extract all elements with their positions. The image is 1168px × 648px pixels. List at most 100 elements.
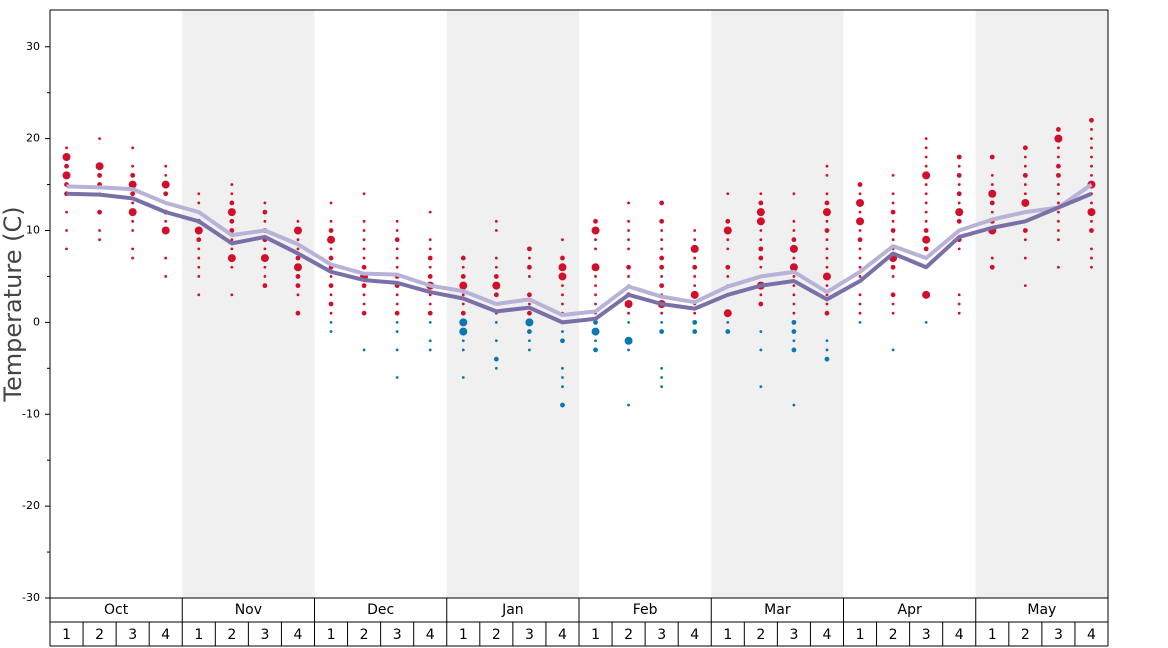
observation-dot bbox=[593, 319, 598, 325]
observation-dot bbox=[1057, 210, 1060, 214]
observation-dot bbox=[924, 146, 928, 150]
observation-dot bbox=[858, 265, 862, 269]
observation-dot bbox=[924, 219, 928, 223]
observation-dot bbox=[229, 218, 235, 224]
observation-dot bbox=[591, 263, 600, 272]
observation-dot bbox=[427, 255, 433, 261]
observation-dot bbox=[164, 219, 168, 223]
observation-dot bbox=[660, 320, 664, 324]
week-label: 2 bbox=[889, 627, 898, 643]
observation-dot bbox=[957, 201, 961, 205]
observation-dot bbox=[726, 247, 730, 251]
observation-dot bbox=[922, 235, 931, 244]
observation-dot bbox=[1022, 228, 1028, 233]
observation-dot bbox=[990, 173, 994, 177]
observation-dot bbox=[660, 229, 664, 232]
observation-dot bbox=[692, 329, 698, 334]
observation-dot bbox=[428, 302, 432, 306]
observation-dot bbox=[792, 284, 796, 288]
month-label: Nov bbox=[235, 602, 262, 618]
observation-dot bbox=[131, 247, 135, 251]
observation-dot bbox=[164, 256, 168, 260]
observation-dot bbox=[825, 265, 829, 269]
observation-dot bbox=[825, 219, 829, 223]
observation-dot bbox=[759, 385, 763, 389]
observation-dot bbox=[1089, 228, 1094, 233]
observation-dot bbox=[825, 247, 829, 251]
observation-dot bbox=[725, 218, 731, 224]
week-label: 3 bbox=[260, 627, 269, 643]
observation-dot bbox=[857, 182, 863, 187]
observation-dot bbox=[561, 302, 564, 306]
observation-dot bbox=[329, 219, 333, 223]
observation-dot bbox=[690, 244, 699, 253]
observation-dot bbox=[131, 201, 135, 205]
observation-dot bbox=[725, 329, 731, 334]
week-label: 3 bbox=[525, 627, 534, 643]
observation-dot bbox=[528, 348, 531, 352]
observation-dot bbox=[792, 311, 796, 315]
observation-dot bbox=[230, 192, 234, 196]
observation-dot bbox=[924, 155, 928, 159]
y-axis-label: Temperature (C) bbox=[0, 206, 27, 402]
observation-dot bbox=[227, 208, 236, 217]
week-label: 1 bbox=[194, 627, 203, 643]
observation-dot bbox=[824, 310, 830, 316]
observation-dot bbox=[955, 208, 964, 217]
observation-dot bbox=[362, 247, 366, 251]
observation-dot bbox=[227, 254, 236, 263]
observation-dot bbox=[560, 255, 565, 261]
observation-dot bbox=[624, 300, 633, 308]
observation-dot bbox=[461, 293, 465, 297]
week-label: 4 bbox=[161, 627, 170, 643]
observation-dot bbox=[1023, 256, 1027, 260]
observation-dot bbox=[428, 238, 432, 242]
observation-dot bbox=[856, 198, 865, 207]
observation-dot bbox=[825, 293, 829, 297]
observation-dot bbox=[924, 183, 928, 186]
week-label: 1 bbox=[856, 627, 865, 643]
observation-dot bbox=[164, 173, 168, 177]
observation-dot bbox=[857, 237, 863, 243]
observation-dot bbox=[957, 164, 961, 168]
observation-dot bbox=[230, 265, 234, 269]
observation-dot bbox=[759, 265, 763, 269]
observation-dot bbox=[492, 281, 501, 290]
month-shade bbox=[711, 10, 844, 598]
observation-dot bbox=[525, 318, 534, 327]
observation-dot bbox=[593, 347, 598, 353]
observation-dot bbox=[791, 319, 797, 325]
observation-dot bbox=[558, 272, 567, 281]
observation-dot bbox=[362, 302, 366, 306]
observation-dot bbox=[561, 284, 564, 288]
observation-dot bbox=[427, 274, 433, 279]
observation-dot bbox=[329, 247, 333, 251]
observation-dot bbox=[758, 255, 764, 261]
observation-dot bbox=[792, 302, 796, 306]
observation-dot bbox=[164, 275, 168, 278]
observation-dot bbox=[528, 256, 531, 260]
observation-dot bbox=[627, 247, 630, 251]
month-label: Mar bbox=[764, 602, 791, 618]
observation-dot bbox=[890, 209, 896, 215]
observation-dot bbox=[493, 274, 499, 279]
observation-dot bbox=[361, 283, 367, 289]
observation-dot bbox=[361, 310, 367, 316]
observation-dot bbox=[494, 229, 498, 232]
observation-dot bbox=[825, 284, 829, 288]
observation-dot bbox=[295, 310, 301, 316]
observation-dot bbox=[891, 348, 895, 352]
observation-dot bbox=[824, 200, 830, 206]
observation-dot bbox=[428, 339, 432, 343]
observation-dot bbox=[693, 238, 697, 242]
observation-dot bbox=[990, 256, 994, 260]
observation-dot bbox=[627, 403, 630, 407]
observation-dot bbox=[758, 301, 764, 307]
observation-dot bbox=[130, 172, 136, 178]
observation-dot bbox=[594, 238, 597, 242]
observation-dot bbox=[1057, 192, 1060, 196]
observation-dot bbox=[693, 284, 697, 288]
observation-dot bbox=[194, 226, 203, 235]
observation-dot bbox=[528, 275, 531, 278]
observation-dot bbox=[1057, 229, 1060, 232]
